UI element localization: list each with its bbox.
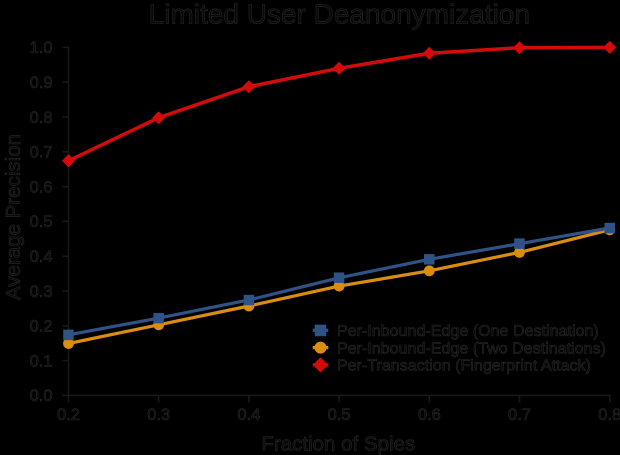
svg-text:0.7: 0.7 xyxy=(30,144,53,162)
svg-text:Average Precision: Average Precision xyxy=(2,134,25,300)
svg-text:0.4: 0.4 xyxy=(237,406,260,424)
svg-text:0.8: 0.8 xyxy=(598,406,620,424)
svg-text:0.5: 0.5 xyxy=(328,406,351,424)
svg-text:0.7: 0.7 xyxy=(508,406,531,424)
svg-text:1.0: 1.0 xyxy=(30,39,53,57)
svg-text:0.6: 0.6 xyxy=(30,178,53,196)
svg-text:0.2: 0.2 xyxy=(30,318,53,336)
svg-text:Per-Transaction (Fingerprint A: Per-Transaction (Fingerprint Attack) xyxy=(337,357,591,375)
svg-text:Per-Inbound-Edge (One Destinat: Per-Inbound-Edge (One Destination) xyxy=(337,322,599,340)
svg-text:0.5: 0.5 xyxy=(30,213,53,231)
svg-text:0.4: 0.4 xyxy=(30,248,53,266)
svg-text:0.6: 0.6 xyxy=(418,406,441,424)
svg-text:0.2: 0.2 xyxy=(57,406,80,424)
svg-text:0.3: 0.3 xyxy=(30,283,53,301)
svg-text:0.0: 0.0 xyxy=(30,387,53,405)
svg-text:0.9: 0.9 xyxy=(30,74,53,92)
svg-text:Per-Inbound-Edge (Two Destinat: Per-Inbound-Edge (Two Destinations) xyxy=(337,339,606,357)
svg-text:0.1: 0.1 xyxy=(30,352,53,370)
svg-text:Limited User Deanonymization: Limited User Deanonymization xyxy=(149,0,530,29)
svg-text:0.8: 0.8 xyxy=(30,109,53,127)
svg-text:0.3: 0.3 xyxy=(147,406,170,424)
svg-text:Fraction of Spies: Fraction of Spies xyxy=(261,432,415,455)
